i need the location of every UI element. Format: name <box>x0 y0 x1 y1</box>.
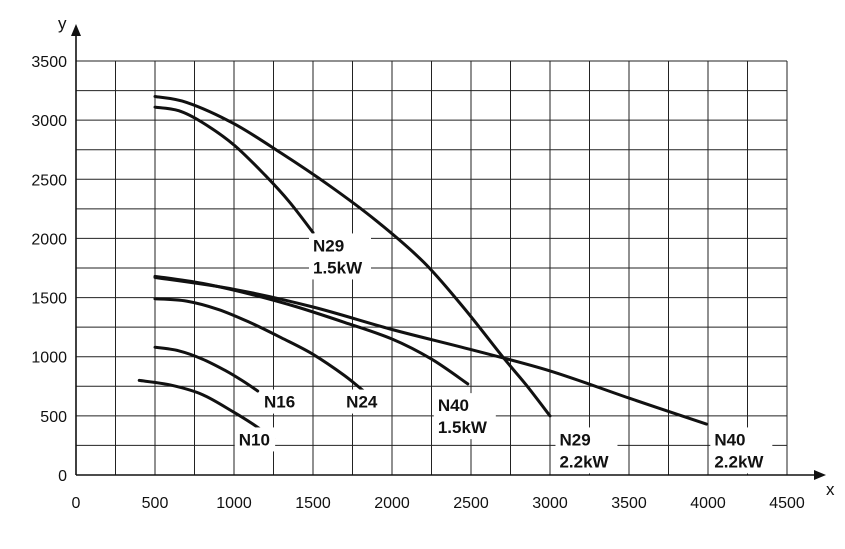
series-line-n29-2-2kw <box>153 95 552 418</box>
x-tick-label: 4000 <box>690 495 726 512</box>
series-line-n24 <box>153 297 366 393</box>
x-tick-label: 4500 <box>769 495 805 512</box>
series-label-line: 2.2kW <box>559 452 609 471</box>
grid <box>76 60 788 475</box>
x-tick-label: 2500 <box>453 495 489 512</box>
y-axis-label: y <box>58 14 67 33</box>
series-label-line: N29 <box>559 430 590 449</box>
series-label-line: N40 <box>438 396 469 415</box>
series-label-line: 1.5kW <box>438 418 488 437</box>
series-label-n29-2-2kw: N29 2.2kW <box>559 430 609 471</box>
series-line-n40-2-2kw <box>153 276 708 426</box>
series-label-background <box>234 427 276 452</box>
series-label-background <box>342 389 383 414</box>
series-label-background <box>555 427 618 474</box>
series-label-line: N29 <box>313 236 344 255</box>
y-tick-label: 500 <box>40 409 67 426</box>
series-label-background <box>260 389 301 414</box>
y-tick-label: 2000 <box>31 231 67 248</box>
series-label-line: 2.2kW <box>714 452 764 471</box>
x-tick-label: 1500 <box>295 495 331 512</box>
series-label-n29-1-5kw: N29 1.5kW <box>313 236 363 277</box>
series-lines <box>137 95 708 440</box>
series-label-line: N40 <box>714 430 745 449</box>
x-tick-label: 0 <box>72 495 81 512</box>
series-line-n10 <box>137 378 275 440</box>
x-axis-label: x <box>826 480 835 499</box>
series-line-n29-1-5kw <box>153 105 315 234</box>
series-label-line: N10 <box>239 430 270 449</box>
series-labels: N10 N16 N24 N29 1.5kW N40 1.5kW N29 2.2kW N40 2.2k… <box>234 233 773 474</box>
series-line-n16 <box>153 345 260 393</box>
x-tick-label: 1000 <box>216 495 252 512</box>
series-label-background <box>309 233 371 280</box>
series-label-n16: N16 <box>264 393 295 412</box>
axes: x y <box>58 14 835 499</box>
x-tick-labels: 0 500 1000 1500 2000 2500 3000 3500 4000 4500 <box>72 495 805 512</box>
series-line-n40-1-5kw <box>153 274 470 386</box>
series-label-n40-1-5kw: N40 1.5kW <box>438 396 488 437</box>
x-axis-arrow <box>814 470 826 480</box>
series-label-n24: N24 <box>346 393 378 412</box>
y-tick-label: 2500 <box>31 172 67 189</box>
y-tick-labels: 0 500 1000 1500 2000 2500 3000 3500 <box>31 54 67 485</box>
x-tick-label: 3000 <box>532 495 568 512</box>
series-label-line: N16 <box>264 393 295 412</box>
x-tick-label: 3500 <box>611 495 647 512</box>
x-tick-label: 500 <box>142 495 169 512</box>
series-label-n40-2-2kw: N40 2.2kW <box>714 430 764 471</box>
series-label-n10: N10 <box>239 430 270 449</box>
series-label-line: N24 <box>346 393 378 412</box>
y-tick-label: 1000 <box>31 350 67 367</box>
series-label-background <box>710 427 773 474</box>
series-label-background <box>433 393 496 440</box>
y-axis-arrow <box>71 24 81 36</box>
y-tick-label: 3500 <box>31 54 67 71</box>
y-tick-label: 3000 <box>31 113 67 130</box>
y-tick-label: 1500 <box>31 291 67 308</box>
y-tick-label: 0 <box>58 468 67 485</box>
x-tick-label: 2000 <box>374 495 410 512</box>
series-label-line: 1.5kW <box>313 258 363 277</box>
